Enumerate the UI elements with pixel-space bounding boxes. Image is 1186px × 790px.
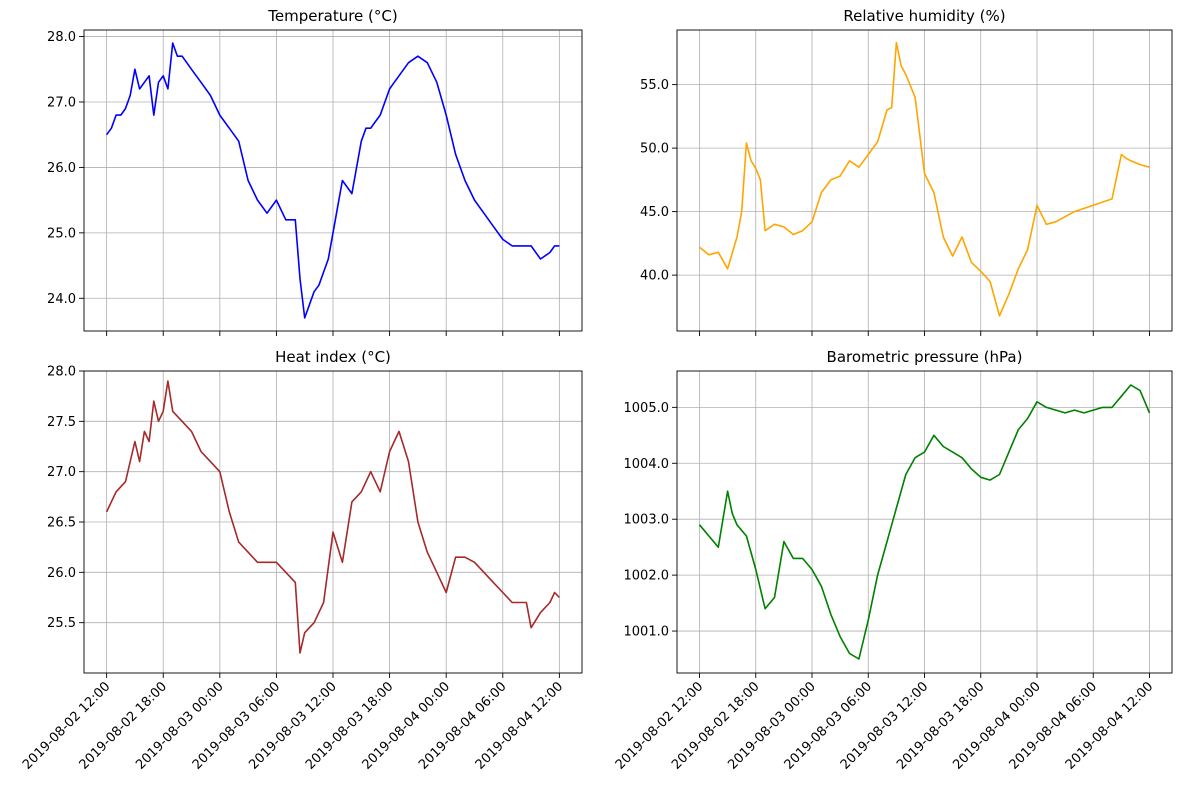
y-tick-label: 26.0 [47,161,76,176]
plot-frame [676,370,1173,674]
y-tick-label: 55.0 [640,78,669,93]
chart-title: Heat index (°C) [275,348,391,366]
series-line [698,41,1150,317]
chart-relative-humidity: Relative humidity (%) 40.0 45.0 50.0 55.0 [640,7,1173,336]
series-line [105,42,560,319]
chart-title: Relative humidity (%) [843,7,1005,25]
y-tick-label: 25.5 [47,616,76,631]
y-tick-label: 27.0 [47,465,76,480]
y-tick-label: 45.0 [640,205,669,220]
y-tick-label: 28.0 [47,365,76,380]
series-line [105,380,560,654]
y-tick-label: 1002.0 [624,569,670,584]
chart-temperature: Temperature (°C) 24.0 25.0 26.0 27.0 28.0 [47,7,583,336]
y-tick-label: 1003.0 [624,513,670,528]
y-tick-label: 1004.0 [624,457,670,472]
y-tick-label: 25.0 [47,226,76,241]
y-tick-label: 27.5 [47,415,76,430]
y-tick-label: 24.0 [47,292,76,307]
y-tick-label: 27.0 [47,95,76,110]
chart-title: Barometric pressure (hPa) [827,348,1023,366]
chart-title: Temperature (°C) [267,7,397,25]
y-tick-label: 1005.0 [624,401,670,416]
y-tick-label: 26.5 [47,516,76,531]
plot-frame [83,29,583,332]
chart-barometric-pressure: Barometric pressure (hPa)2019-08-02 12:0… [613,348,1173,773]
y-tick-label: 28.0 [47,30,76,45]
y-tick-label: 1001.0 [624,625,670,640]
chart-heat-index: Heat index (°C)2019-08-02 12:002019-08-0… [20,348,583,773]
plot-frame [83,370,583,674]
y-tick-label: 40.0 [640,269,669,284]
y-tick-label: 50.0 [640,142,669,157]
y-tick-label: 26.0 [47,566,76,581]
plot-frame [676,29,1173,332]
series-line [698,384,1151,660]
